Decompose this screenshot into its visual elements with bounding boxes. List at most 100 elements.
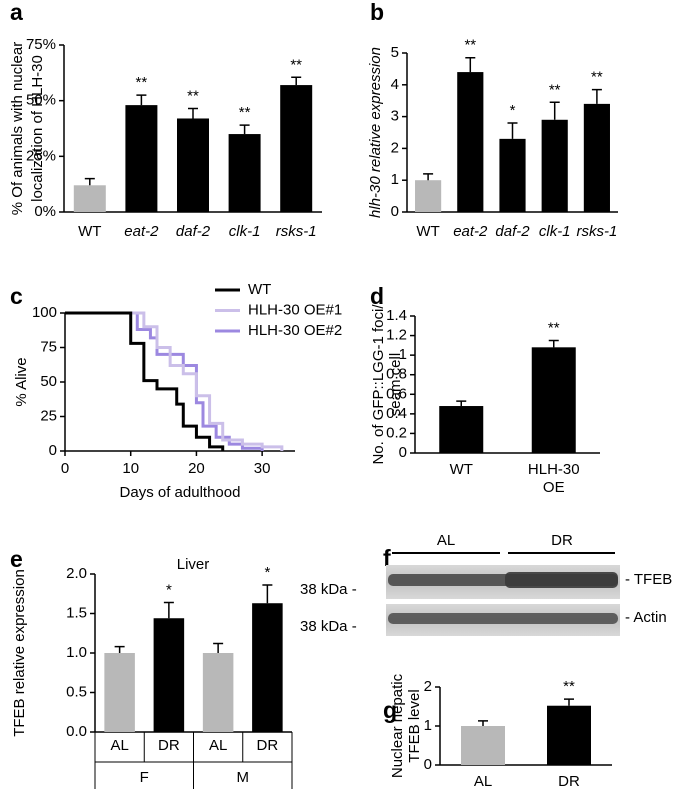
x-tick-label: 0 [61,460,69,477]
y-tick-label: 4 [391,76,399,93]
x-tick-line: OE [543,479,565,496]
x-tick-label: 20 [188,460,205,477]
panel-label: f [383,545,391,571]
y-axis-label: Nuclear hepatic [389,673,406,778]
lane-label: DR [551,532,573,549]
y-tick-label: 0.0 [66,723,87,740]
y-tick-label: 2.0 [66,565,87,582]
bar [153,618,185,732]
bar [228,134,261,212]
bar [461,726,505,765]
bar [457,72,484,212]
y-tick-label: 2 [391,139,399,156]
x-tick-label: eat-2 [453,223,488,240]
x-tick-label: rsks-1 [276,223,317,240]
y-tick-label: 0.4 [386,405,407,422]
panel-label: g [383,697,397,723]
y-tick-label: 25% [26,147,56,164]
error-bar [456,400,467,407]
survival-line [65,311,225,451]
y-tick-label: 0.2 [386,424,407,441]
x-tick-label: clk-1 [539,223,571,240]
x-tick-label: daf-2 [176,223,211,240]
error-bar [84,177,95,186]
marker-label: 38 kDa - [300,618,357,635]
bar [202,653,234,732]
x-tick-label: eat-2 [124,223,159,240]
y-tick-label: 1.0 [66,644,87,661]
y-tick-label: 100 [32,304,57,321]
y-tick-label: 0% [34,203,56,220]
survival-line [65,311,264,451]
blot-panel: f AL DR 38 kDa - 38 kDa - - TFEB - Actin [300,532,672,636]
y-tick-label: 3 [391,108,399,125]
panel-label: b [370,0,384,25]
chart-panel: e 0.0 0.5 1.0 1.5 2.0 TFEB relative expression… [10,546,293,789]
bar [531,347,576,453]
error-bar [591,88,602,104]
group-label: F [140,769,149,786]
significance: ** [563,678,575,695]
marker-label: 38 kDa - [300,581,357,598]
lane-label: AL [437,532,455,549]
y-tick-label: 0.8 [386,366,407,383]
x-tick-label: AL [474,773,492,789]
significance: * [264,564,270,581]
y-axis-label: % Of animals with nuclear [9,42,26,215]
bar [415,180,442,212]
panel-label: d [370,283,384,309]
subtitle: Liver [177,556,210,573]
y-tick-label: 5 [391,44,399,61]
error-bar [507,122,518,139]
significance: * [510,102,516,119]
legend-label: WT [248,281,271,298]
x-tick-label: DR [158,737,180,754]
error-bar [478,720,488,726]
significance: ** [548,319,560,336]
x-tick-label: DR [558,773,580,789]
blot-bands [388,572,618,624]
y-axis-label: TFEB relative expression [11,569,28,737]
significance: * [166,581,172,598]
group-label: M [237,769,250,786]
bar [439,406,484,453]
significance: ** [591,69,603,86]
y-axis-label: hlh-30 relative expression [367,47,384,218]
y-tick-label: 75% [26,36,56,53]
band-label: - Actin [625,609,667,626]
legend-label: HLH-30 OE#2 [248,322,342,339]
chart-panel: c 0 25 50 75 100 % Alive 0 10 20 30 Days of adultho… [10,281,342,501]
y-tick-label: 0 [391,203,399,220]
y-tick-label: 75 [40,338,57,355]
error-bar [549,101,560,120]
x-tick-label: 10 [122,460,139,477]
y-tick-label: 0 [399,444,407,461]
bar [541,119,568,212]
error-bar [465,57,476,73]
y-axis-label: % Alive [13,357,30,406]
y-tick-label: 1.4 [386,307,407,324]
y-tick-label: 2 [424,678,432,695]
x-tick-label: HLH-30 OE [528,461,580,496]
error-bar [262,584,273,604]
y-tick-label: 1 [399,346,407,363]
error-bar [188,107,198,119]
error-bar [163,601,174,619]
panel-label: c [10,283,23,309]
bar [177,118,209,212]
x-tick-label: WT [78,223,101,240]
x-tick-label: daf-2 [495,223,530,240]
significance: ** [187,87,199,104]
significance: ** [290,56,302,73]
y-tick-label: 1 [391,171,399,188]
bar [583,103,610,212]
error-bar [239,124,250,135]
y-tick-label: 1.5 [66,604,87,621]
chart-panel: d0 0.2 0.4 0.6 0.8 1 1.2 1.4No. of GFP::LGG-1 f… [370,283,600,496]
bar [252,603,283,732]
x-tick-label: 30 [254,460,271,477]
y-tick-label: 1.2 [386,327,407,344]
x-tick-label: AL [209,737,227,754]
significance: ** [549,81,561,98]
